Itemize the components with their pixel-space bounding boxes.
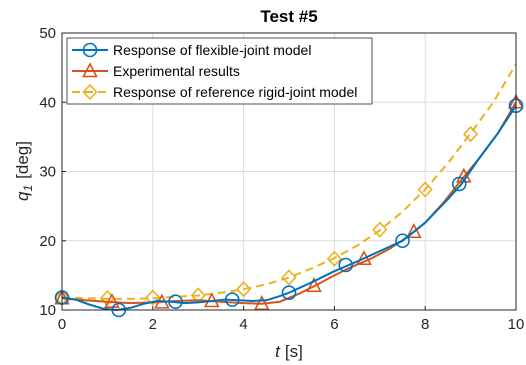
y-axis-variable: q <box>13 191 32 201</box>
x-axis-label: t [s] <box>275 342 303 361</box>
x-tick-label: 0 <box>58 316 66 333</box>
series-marker <box>281 285 297 300</box>
series-marker <box>406 223 422 239</box>
x-axis-unit: [s] <box>285 342 303 361</box>
series-marker <box>372 221 388 238</box>
y-tick-label: 40 <box>39 94 56 111</box>
series-marker <box>356 250 372 266</box>
series-marker <box>417 181 433 198</box>
x-tick-label: 10 <box>508 316 525 333</box>
series-marker <box>451 176 467 192</box>
legend-entry-rigid: Response of reference rigid-joint model <box>72 83 357 101</box>
series-marker <box>306 277 322 293</box>
y-tick-label: 10 <box>39 302 56 319</box>
x-tick-label: 4 <box>239 316 247 333</box>
series-marker <box>224 292 240 307</box>
legend: Response of flexible-joint model Experime… <box>66 37 373 105</box>
legend-entry-flexible: Response of flexible-joint model <box>72 42 311 58</box>
legend-label: Response of reference rigid-joint model <box>113 84 357 100</box>
series-marker <box>326 250 342 267</box>
x-tick-label: 2 <box>149 316 157 333</box>
y-tick-label: 20 <box>39 233 56 250</box>
x-tick-label: 6 <box>330 316 338 333</box>
x-tick-label: 8 <box>421 316 429 333</box>
series-line <box>61 63 517 300</box>
legend-marker <box>82 42 98 58</box>
legend-marker <box>82 62 98 78</box>
series-marker <box>463 125 479 143</box>
chart-title: Test #5 <box>260 7 317 26</box>
y-axis-subscript: 1 <box>21 185 35 192</box>
x-axis-variable: t <box>275 342 281 361</box>
legend-entries: Response of flexible-joint model Experime… <box>72 42 357 101</box>
legend-entry-experimental: Experimental results <box>72 62 240 79</box>
legend-marker <box>82 83 98 101</box>
series-marker <box>281 269 297 286</box>
y-axis-label: q1 [deg] <box>13 141 35 201</box>
series-marker <box>145 289 161 306</box>
series-marker <box>253 295 270 311</box>
y-axis-unit: [deg] <box>13 141 32 179</box>
y-tick-label: 50 <box>39 25 56 42</box>
legend-label: Response of flexible-joint model <box>113 42 311 58</box>
legend-label: Experimental results <box>113 63 240 79</box>
series-marker <box>236 281 252 298</box>
series-marker <box>338 257 354 273</box>
y-tick-label: 30 <box>39 164 56 181</box>
axis-ticks: 0 2 4 6 8 10 10 20 30 40 50 <box>39 25 524 333</box>
series-diamond <box>54 63 517 307</box>
series-marker <box>395 233 410 249</box>
legend-box <box>66 37 373 105</box>
series-marker <box>104 292 120 308</box>
series-marker <box>168 294 183 309</box>
